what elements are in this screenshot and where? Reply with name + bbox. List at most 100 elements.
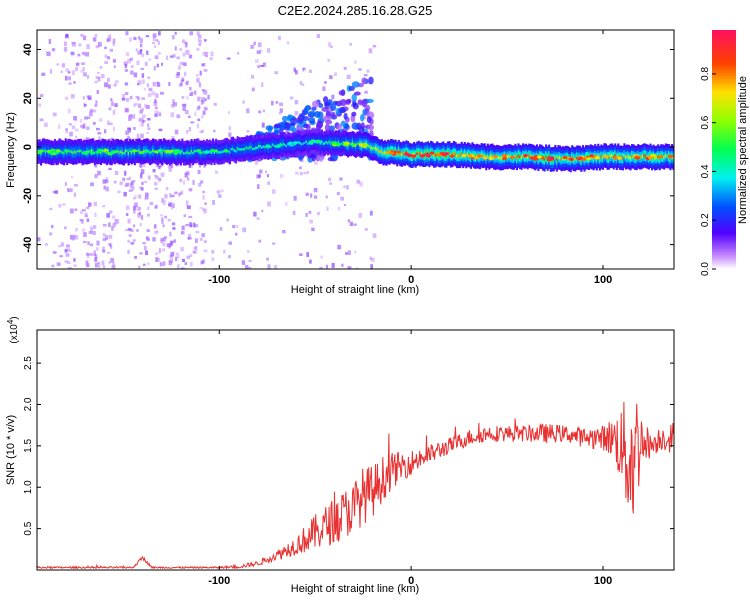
spectrogram-band-cell	[60, 150, 63, 153]
spectrogram-speckle	[154, 106, 158, 110]
spectrogram-speckle	[319, 266, 323, 269]
spectrogram-speckle	[356, 179, 360, 184]
spectrogram-speckle	[140, 172, 143, 178]
spectrogram-speckle	[306, 170, 309, 175]
spectrogram-speckle	[372, 233, 377, 238]
spectrogram-speckle	[67, 71, 71, 74]
spectrogram-speckle	[52, 112, 57, 117]
spectrogram-band-cell	[327, 142, 330, 145]
spectrogram-band-cell	[271, 143, 274, 146]
spectrogram-speckle	[81, 228, 85, 232]
spectrogram-speckle	[139, 222, 142, 227]
spectrogram-band-cell	[256, 146, 259, 149]
spectrogram-speckle	[205, 54, 209, 58]
spectrogram-speckle	[301, 83, 305, 86]
colorbar-tick-label: 0.8	[700, 67, 711, 81]
spectrogram-speckle	[125, 229, 128, 232]
spectrogram-speckle	[144, 61, 148, 67]
spectrogram-speckle	[75, 227, 78, 232]
spectrogram-speckle	[203, 267, 207, 269]
spectrogram-speckle	[140, 169, 145, 175]
spectrogram-peak-dot	[536, 155, 542, 159]
spectrogram-band-cell	[121, 151, 124, 154]
spectrogram-speckle	[227, 111, 231, 114]
spectrogram-band-cell	[81, 151, 84, 155]
snr-x-tick-label: -100	[208, 575, 230, 587]
snr-y-tick-label: 2.5	[23, 356, 34, 370]
spectrogram-band-cell	[118, 151, 121, 154]
spectrogram-speckle	[258, 110, 262, 114]
spectrogram-band-cell	[584, 156, 588, 159]
spectrogram-speckle	[207, 94, 210, 100]
spectrogram-speckle	[336, 191, 340, 196]
spectrogram-speckle	[86, 74, 90, 79]
spectrogram-band-cell	[554, 155, 557, 159]
spectrogram-x-axis-label: Height of straight line (km)	[291, 284, 419, 296]
spectrogram-speckle	[200, 180, 204, 184]
spectrogram-band-cell	[526, 155, 529, 159]
spectrogram-speckle	[343, 185, 346, 189]
spectrogram-speckle	[186, 96, 189, 100]
spectrogram-speckle	[155, 39, 159, 42]
spectrogram-speckle	[324, 81, 327, 84]
spectrogram-band-cell	[172, 149, 175, 152]
spectrogram-speckle	[141, 119, 145, 124]
spectrogram-speckle	[256, 174, 260, 179]
spectrogram-speckle	[369, 210, 373, 216]
spectrogram-speckle	[185, 81, 189, 86]
spectrogram-speckle	[140, 67, 145, 71]
spectrogram-band-cell	[216, 151, 219, 154]
spectrogram-band-cell	[658, 156, 661, 160]
spectrogram-speckle	[371, 257, 375, 262]
spectrogram-speckle	[113, 65, 116, 68]
spectrogram-speckle	[162, 237, 167, 242]
spectrogram-speckle	[313, 187, 318, 193]
spectrogram-band-cell	[138, 149, 141, 152]
spectrogram-speckle	[187, 236, 190, 240]
spectrogram-speckle	[93, 121, 96, 125]
spectrogram-speckle	[127, 58, 132, 64]
spectrogram-speckle	[362, 114, 366, 120]
spectrogram-speckle	[181, 79, 184, 82]
spectrogram-speckle	[60, 70, 63, 73]
spectrogram-band-cell	[557, 156, 560, 159]
spectrogram-speckle	[166, 187, 169, 191]
spectrogram-speckle	[109, 210, 113, 214]
spectrogram-speckle	[184, 42, 188, 48]
spectrogram-frame	[36, 29, 675, 270]
spectrogram-band-cell	[457, 154, 460, 158]
spectrogram-speckle	[147, 127, 151, 130]
spectrogram-speckle	[211, 250, 215, 254]
spectrogram-burst-blob	[358, 126, 365, 133]
spectrogram-speckle	[193, 222, 196, 228]
spectrogram-speckle	[158, 128, 163, 132]
spectrogram-speckle	[343, 204, 347, 207]
spectrogram-speckle	[172, 203, 175, 209]
spectrogram-speckle	[310, 193, 313, 198]
spectrogram-peak-dot	[37, 151, 41, 155]
spectrogram-speckle	[261, 209, 264, 213]
spectrogram-speckle	[72, 70, 75, 75]
spectrogram-band-cell	[130, 151, 133, 154]
spectrogram-speckle	[168, 164, 172, 170]
spectrogram-speckle	[166, 243, 171, 248]
spectrogram-band-cell	[258, 144, 261, 148]
spectrogram-speckle	[186, 255, 191, 259]
spectrogram-band-cell	[241, 148, 244, 151]
spectrogram-y-tick-label: 0	[22, 144, 34, 150]
spectrogram-band-cell	[193, 149, 196, 153]
spectrogram-band-cell	[423, 153, 426, 156]
spectrogram-band-cell	[182, 152, 185, 155]
spectrogram-burst-blob	[351, 93, 357, 102]
spectrogram-speckle	[200, 260, 203, 265]
spectrogram-speckle	[345, 252, 348, 255]
spectrogram-speckle	[65, 253, 70, 257]
spectrogram-speckle	[192, 250, 197, 254]
spectrogram-band-cell	[264, 145, 267, 149]
spectrogram-speckle	[154, 99, 157, 103]
spectrogram-burst-blob	[346, 98, 352, 104]
spectrogram-speckle	[82, 123, 86, 129]
spectrogram-speckle	[68, 249, 73, 253]
spectrogram-speckle	[200, 102, 204, 105]
spectrogram-speckle	[195, 73, 199, 77]
